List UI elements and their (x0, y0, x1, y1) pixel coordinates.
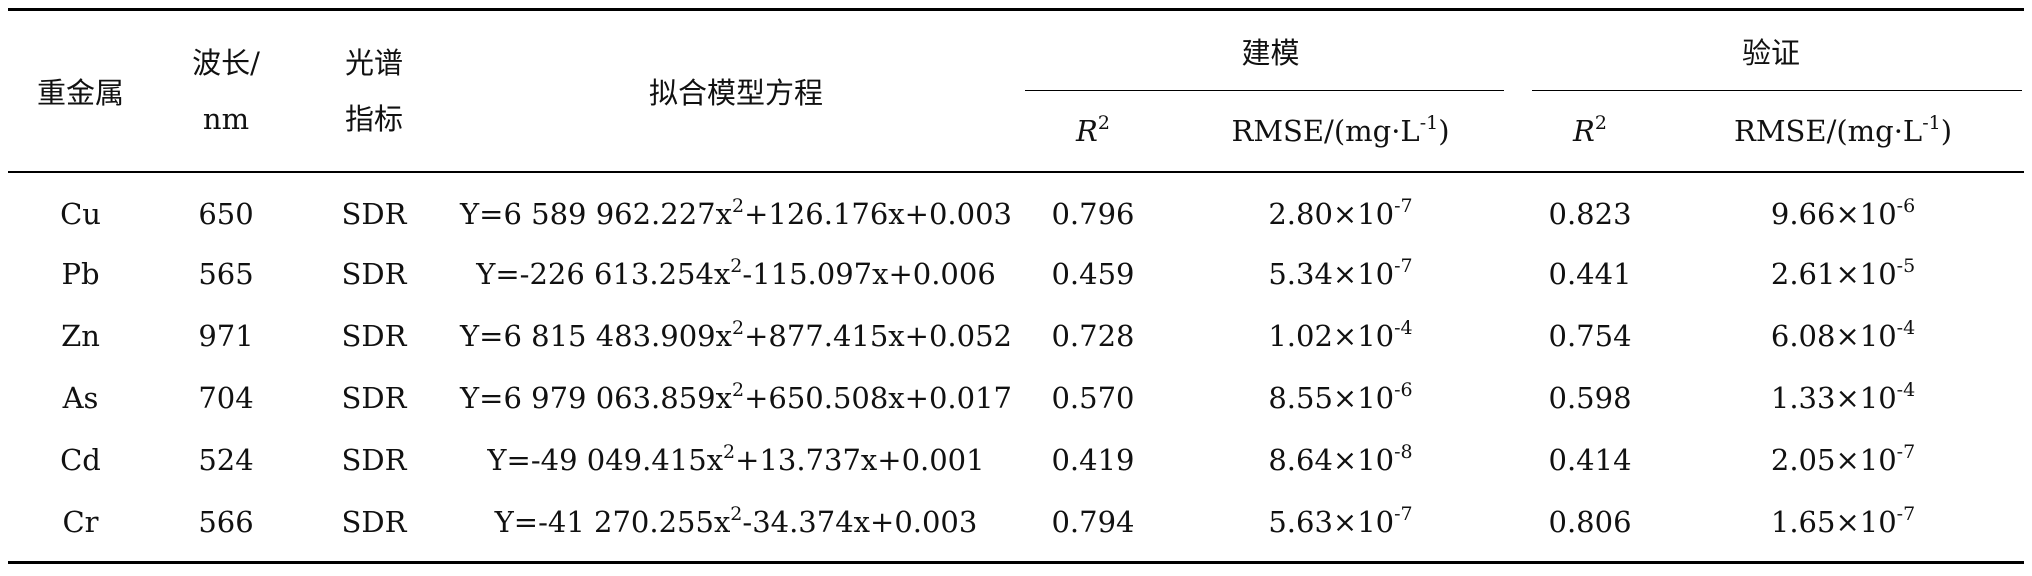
cell-index: SDR (341, 443, 407, 477)
cell-index: SDR (341, 257, 407, 291)
cell-modeling-rmse: 5.34×10-7 (1268, 255, 1413, 292)
results-table: 重金属 波长/nm 光谱 指标 拟合模型方程 建模 验证 R2 RMSE/(mg·… (8, 8, 2025, 564)
cell-wavelength: 971 (198, 319, 254, 353)
cell-wavelength: 650 (198, 197, 254, 231)
table-row: Pb 565 SDR Y=-226 613.254x2-115.097x+0.0… (8, 243, 2024, 305)
col-header-metal: 重金属 (8, 8, 153, 173)
cell-modeling-rmse: 2.80×10-7 (1268, 195, 1413, 232)
cell-equation: Y=-41 270.255x2-34.374x+0.003 (449, 491, 1023, 564)
col-header-spectral-index: 光谱 指标 (299, 8, 449, 173)
cell-validation-r2: 0.414 (1548, 443, 1632, 477)
table-row: Cu 650 SDR Y=6 589 962.227x2+126.176x+0.… (8, 172, 2024, 243)
cell-index: SDR (341, 319, 407, 353)
cell-modeling-rmse: 8.64×10-8 (1268, 441, 1413, 478)
cell-validation-rmse: 6.08×10-4 (1770, 317, 1916, 354)
cell-validation-rmse: 1.33×10-4 (1770, 379, 1916, 416)
table-row: Cd 524 SDR Y=-49 049.415x2+13.737x+0.001… (8, 429, 2024, 491)
cell-modeling-r2: 0.459 (1051, 257, 1135, 291)
cell-validation-r2: 0.754 (1548, 319, 1632, 353)
cell-modeling-r2: 0.419 (1051, 443, 1135, 477)
cell-validation-rmse: 2.05×10-7 (1770, 441, 1916, 478)
cell-index: SDR (299, 491, 449, 564)
cell-modeling-rmse: 8.55×10-6 (1268, 379, 1413, 416)
cell-validation-r2: 0.441 (1548, 257, 1632, 291)
cell-validation-r2: 0.806 (1518, 491, 1663, 564)
col-header-validation: 验证 (1518, 8, 2025, 92)
header-row-2: R2 RMSE/(mg·L-1) R2 RMSE/(mg·L-1) (8, 91, 2025, 173)
table-row: Zn 971 SDR Y=6 815 483.909x2+877.415x+0.… (8, 305, 2024, 367)
cell-metal: Cd (60, 443, 101, 477)
col-header-modeling-rmse: RMSE/(mg·L-1) (1163, 91, 1519, 173)
col-header-wavelength: 波长/nm (153, 8, 299, 173)
cell-modeling-r2: 0.570 (1051, 381, 1135, 415)
col-header-modeling-r2: R2 (1023, 91, 1163, 173)
table-row: As 704 SDR Y=6 979 063.859x2+650.508x+0.… (8, 367, 2024, 429)
cell-validation-rmse: 2.61×10-5 (1770, 255, 1916, 292)
cell-validation-rmse: 9.66×10-6 (1770, 195, 1916, 232)
col-header-validation-r2: R2 (1518, 91, 1663, 173)
cell-modeling-rmse: 5.63×10-7 (1163, 491, 1519, 564)
col-header-equation: 拟合模型方程 (449, 8, 1023, 173)
cell-modeling-r2: 0.728 (1051, 319, 1135, 353)
cell-index: SDR (341, 197, 407, 231)
cell-metal: Cr (8, 491, 153, 564)
cell-metal: Pb (61, 257, 100, 291)
cell-index: SDR (341, 381, 407, 415)
header-row-1: 重金属 波长/nm 光谱 指标 拟合模型方程 建模 验证 (8, 8, 2025, 173)
cell-modeling-r2: 0.796 (1051, 197, 1135, 231)
cell-metal: Cu (60, 197, 101, 231)
cell-equation: Y=6 589 962.227x2+126.176x+0.003 (460, 195, 1012, 232)
cell-modeling-r2: 0.794 (1023, 491, 1163, 564)
cell-equation: Y=-226 613.254x2-115.097x+0.006 (476, 255, 996, 292)
cell-equation: Y=-49 049.415x2+13.737x+0.001 (487, 441, 985, 478)
cell-validation-r2: 0.823 (1548, 197, 1632, 231)
col-header-validation-rmse: RMSE/(mg·L-1) (1662, 91, 2025, 173)
cell-validation-r2: 0.598 (1548, 381, 1632, 415)
col-header-modeling: 建模 (1023, 8, 1519, 92)
table-row: Cr 566 SDR Y=-41 270.255x2-34.374x+0.003… (8, 491, 2025, 564)
cell-equation: Y=6 979 063.859x2+650.508x+0.017 (460, 379, 1012, 416)
cell-wavelength: 704 (198, 381, 254, 415)
cell-validation-rmse: 1.65×10-7 (1662, 491, 2025, 564)
cell-wavelength: 566 (153, 491, 299, 564)
cell-metal: Zn (61, 319, 100, 353)
cell-wavelength: 524 (198, 443, 254, 477)
cell-equation: Y=6 815 483.909x2+877.415x+0.052 (460, 317, 1012, 354)
cell-wavelength: 565 (198, 257, 254, 291)
cell-modeling-rmse: 1.02×10-4 (1268, 317, 1413, 354)
cell-metal: As (62, 381, 99, 415)
